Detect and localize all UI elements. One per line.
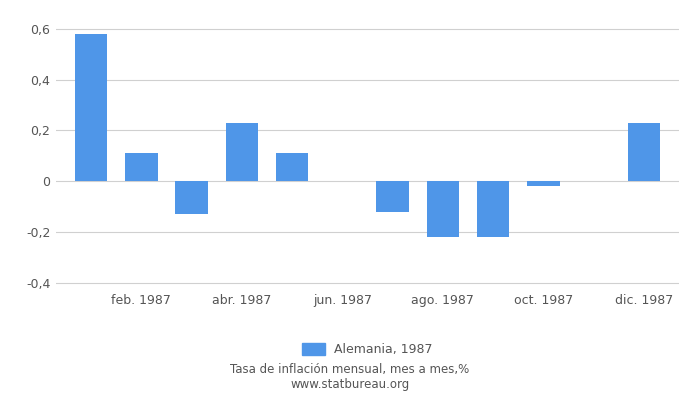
Bar <box>477 181 510 237</box>
Bar <box>225 123 258 181</box>
Text: Tasa de inflación mensual, mes a mes,%: Tasa de inflación mensual, mes a mes,% <box>230 364 470 376</box>
Bar <box>125 153 158 181</box>
Legend: Alemania, 1987: Alemania, 1987 <box>302 343 433 356</box>
Bar <box>527 181 560 186</box>
Bar <box>175 181 208 214</box>
Bar <box>426 181 459 237</box>
Bar <box>276 153 309 181</box>
Text: www.statbureau.org: www.statbureau.org <box>290 378 410 391</box>
Bar <box>377 181 409 212</box>
Bar <box>627 123 660 181</box>
Bar <box>75 34 108 181</box>
